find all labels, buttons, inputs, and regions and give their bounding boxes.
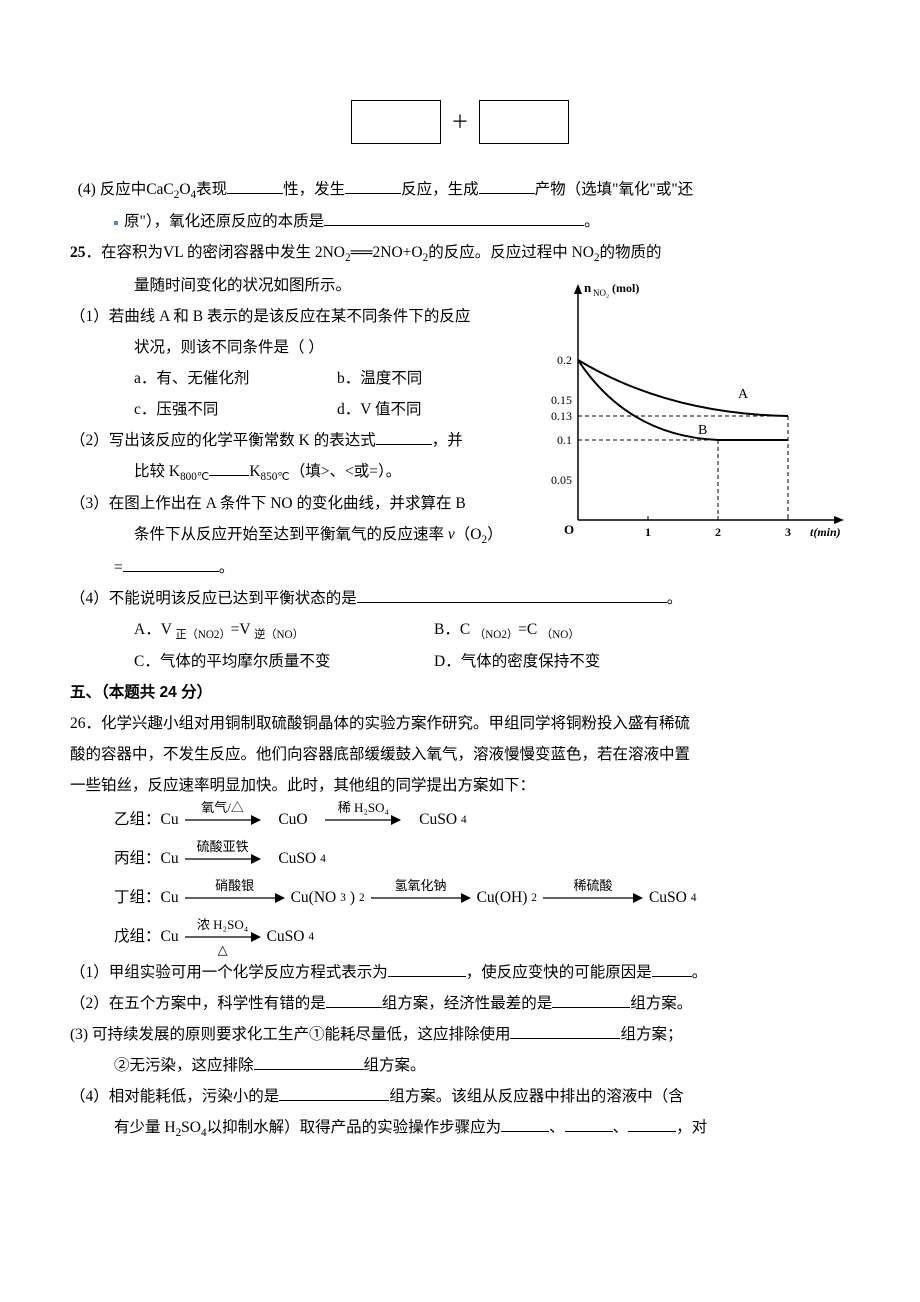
q25-p4-ab: A．V 正（NO2）=V 逆（NO） B．C （NO2）=C （NO） <box>70 614 850 646</box>
plus-sign: ＋ <box>451 104 469 140</box>
q25-p4B: B．C （NO2）=C （NO） <box>434 614 579 646</box>
answer-boxes-row: ＋ <box>70 100 850 144</box>
q25-number: 25 <box>70 244 86 261</box>
q24-part4-line1: (4) 反应中CaC2O4表现性，发生反应，生成产物（选填"氧化"或"还 <box>70 174 850 206</box>
q26-stem-2: 酸的容器中，不发生反应。他们向容器底部缓缓鼓入氧气，溶液慢慢变蓝色，若在溶液中置 <box>70 739 850 770</box>
blank <box>254 1069 364 1070</box>
q26-p4-line2: 有少量 H2SO4以抑制水解）取得产品的实验操作步骤应为、、，对 <box>70 1112 850 1144</box>
page: ＋ (4) 反应中CaC2O4表现性，发生反应，生成产物（选填"氧化"或"还 原… <box>0 0 920 1302</box>
q25-p4-line1: （4）不能说明该反应已达到平衡状态的是。 <box>70 583 850 614</box>
svg-text:O: O <box>564 522 574 537</box>
blank <box>357 602 667 603</box>
blank <box>209 475 249 476</box>
q25-stem-line1: 25．在容积为VL 的密闭容器中发生 2NO2══2NO+O2的反应。反应过程中… <box>70 237 850 269</box>
q25-p1c: c．压强不同 <box>134 394 337 425</box>
blank <box>388 976 466 977</box>
q25-chart: nNO₂(mol) t(min) O 0.05 0.1 0.13 0.15 0.2 1 2 3 A B <box>538 280 850 540</box>
svg-text:3: 3 <box>785 525 791 539</box>
svg-text:(mol): (mol) <box>612 281 639 295</box>
q25-p1b: b．温度不同 <box>337 363 540 394</box>
q25-p1-line1: （1）若曲线 A 和 B 表示的是该反应在某不同条件下的反应 <box>70 301 540 332</box>
blank <box>345 193 401 194</box>
blank <box>565 1131 613 1132</box>
q25-p1a: a．有、无催化剂 <box>134 363 337 394</box>
svg-text:A: A <box>738 387 749 402</box>
blank <box>324 225 584 226</box>
answer-box-right <box>479 100 569 144</box>
q25-p1d: d．V 值不同 <box>337 394 540 425</box>
arrow-icon: 氢氧化钠 <box>371 879 471 918</box>
q25-p1-choices-cd: c．压强不同 d．V 值不同 <box>70 394 540 425</box>
blank <box>479 193 535 194</box>
q26-stem-1: 26．化学兴趣小组对用铜制取硫酸铜晶体的实验方案作研究。甲组同学将铜粉投入盛有稀… <box>70 708 850 739</box>
q25-p3-line3: =。 <box>70 552 850 583</box>
rxn-ding: 丁组：Cu 硝酸银 Cu(NO3)2 氢氧化钠 Cu(OH)2 稀硫酸 CuSO… <box>114 879 850 918</box>
q25-stem-line2: 量随时间变化的状况如图所示。 <box>70 270 540 301</box>
svg-text:0.13: 0.13 <box>551 409 572 423</box>
arrow-icon: 稀硫酸 <box>543 879 643 918</box>
svg-text:1: 1 <box>645 525 651 539</box>
svg-text:2: 2 <box>715 525 721 539</box>
q25-p4C: C．气体的平均摩尔质量不变 <box>134 646 434 677</box>
svg-text:t(min): t(min) <box>810 525 841 539</box>
blank <box>628 1131 676 1132</box>
blank <box>326 1007 382 1008</box>
q25-p4D: D．气体的密度保持不变 <box>434 646 600 677</box>
blank <box>501 1131 549 1132</box>
blank <box>652 976 692 977</box>
q25-p3-line1: （3）在图上作出在 A 条件下 NO 的变化曲线，并求算在 B <box>70 488 540 519</box>
q26-p3-line1: (3) 可持续发展的原则要求化工生产①能耗尽量低，这应排除使用组方案； <box>70 1019 850 1050</box>
q25-p4-cd: C．气体的平均摩尔质量不变 D．气体的密度保持不变 <box>70 646 850 677</box>
answer-box-left <box>351 100 441 144</box>
blank <box>279 1100 389 1101</box>
blue-marker-icon <box>114 221 118 225</box>
q25-p3-line2: 条件下从反应开始至达到平衡氧气的反应速率 v（O2） <box>70 519 540 551</box>
chart-svg: nNO₂(mol) t(min) O 0.05 0.1 0.13 0.15 0.2 1 2 3 A B <box>538 280 850 540</box>
svg-text:0.2: 0.2 <box>557 353 572 367</box>
arrow-icon: 浓 H₂SO₄△ <box>185 918 261 957</box>
q26-p1: （1）甲组实验可用一个化学反应方程式表示为，使反应变快的可能原因是。 <box>70 957 850 988</box>
blank <box>227 193 283 194</box>
q25-p1-choices-ab: a．有、无催化剂 b．温度不同 <box>70 363 540 394</box>
blank <box>510 1038 620 1039</box>
svg-text:B: B <box>698 423 707 438</box>
q25-p2-line1: （2）写出该反应的化学平衡常数 K 的表达式，并 <box>70 425 540 456</box>
blank <box>552 1007 630 1008</box>
svg-text:n: n <box>584 280 592 295</box>
rxn-wu: 戊组：Cu 浓 H₂SO₄△ CuSO4 <box>114 918 850 957</box>
reaction-schemes: 乙组：Cu 氧气/△ CuO 稀 H₂SO₄ CuSO4 丙组：Cu 硫酸亚铁 … <box>70 801 850 957</box>
svg-text:0.1: 0.1 <box>557 433 572 447</box>
section-5-heading: 五、（本题共 24 分） <box>70 677 850 708</box>
rxn-bing: 丙组：Cu 硫酸亚铁 CuSO4 <box>114 840 850 879</box>
q26-p4-line1: （4）相对能耗低，污染小的是组方案。该组从反应器中排出的溶液中（含 <box>70 1081 850 1112</box>
svg-text:0.05: 0.05 <box>551 473 572 487</box>
svg-text:NO₂: NO₂ <box>593 288 609 298</box>
q25-p2-line2: 比较 K800℃K850℃（填>、<或=）。 <box>70 456 540 488</box>
q26-p3-line2: ②无污染，这应排除组方案。 <box>70 1050 850 1081</box>
blank <box>123 571 219 572</box>
q26-p2: （2）在五个方案中，科学性有错的是组方案，经济性最差的是组方案。 <box>70 988 850 1019</box>
rxn-yi: 乙组：Cu 氧气/△ CuO 稀 H₂SO₄ CuSO4 <box>114 801 850 840</box>
arrow-icon: 硝酸银 <box>185 879 285 918</box>
arrow-icon: 稀 H₂SO₄ <box>325 801 401 840</box>
q24-part4-line2: 原"），氧化还原反应的本质是。 <box>70 206 850 237</box>
q26-stem-3: 一些铂丝，反应速率明显加快。此时，其他组的同学提出方案如下： <box>70 770 850 801</box>
svg-text:0.15: 0.15 <box>551 393 572 407</box>
q25-p1-line2: 状况，则该不同条件是（ ） <box>70 332 540 363</box>
arrow-icon: 硫酸亚铁 <box>185 840 261 879</box>
blank <box>376 444 432 445</box>
q25-p4A: A．V 正（NO2）=V 逆（NO） <box>134 614 434 646</box>
arrow-icon: 氧气/△ <box>185 801 261 840</box>
